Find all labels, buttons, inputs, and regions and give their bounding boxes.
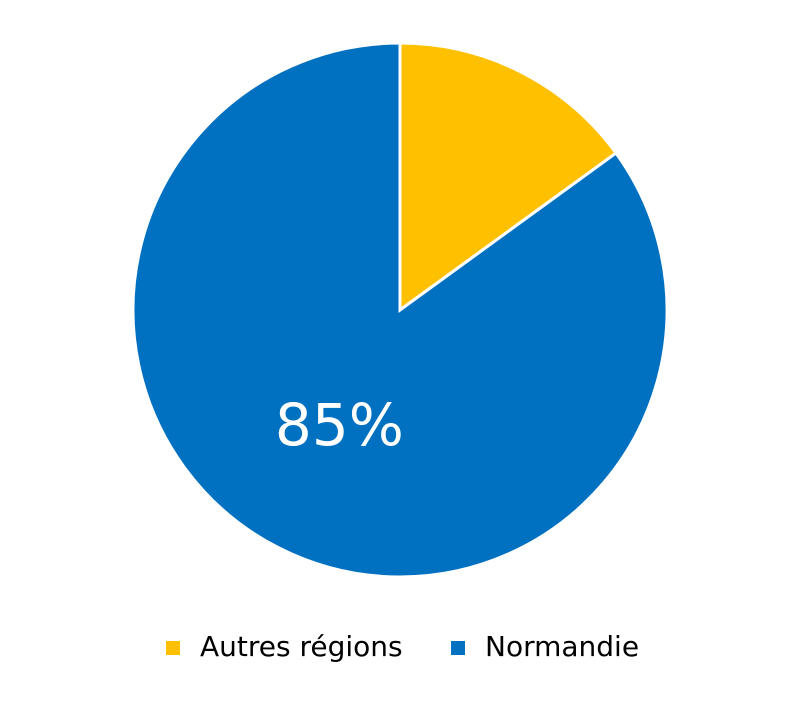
- legend-swatch: [451, 641, 465, 655]
- pie-slice: [398, 41, 619, 313]
- data-label: 85%: [275, 391, 404, 459]
- legend-label: Autres régions: [200, 630, 403, 663]
- legend-label: Normandie: [485, 630, 639, 663]
- pie-slice: [131, 41, 669, 579]
- legend-swatch: [166, 641, 180, 655]
